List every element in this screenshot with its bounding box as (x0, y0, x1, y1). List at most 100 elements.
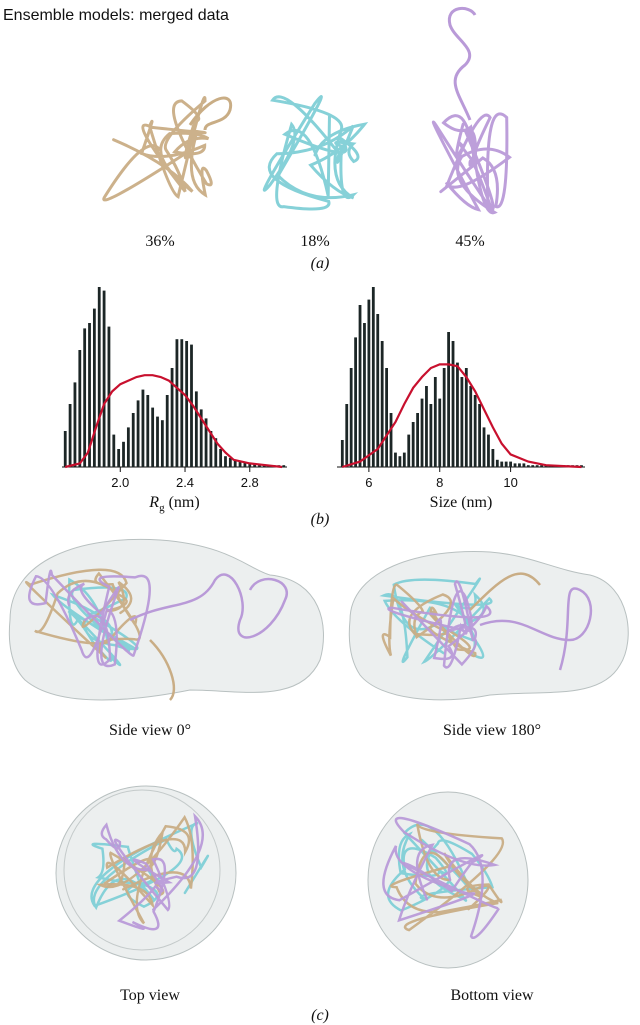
bar (131, 413, 135, 467)
bar (190, 344, 193, 467)
bar (83, 328, 87, 467)
bar (425, 386, 428, 467)
x-axis-label-part: (nm) (169, 494, 200, 511)
view-label: Bottom view (450, 987, 534, 1004)
bar (411, 422, 415, 467)
bar (513, 463, 517, 467)
x-axis-label-part: R (148, 494, 159, 511)
bar (473, 395, 477, 467)
x-tick-label: 8 (436, 475, 443, 490)
model-label: 18% (300, 233, 329, 250)
bar (407, 434, 411, 467)
bar (68, 404, 72, 467)
backbone (129, 573, 288, 639)
histogram: 2.0 2.4 2.8 Rg (nm) (62, 287, 287, 514)
bar (97, 287, 101, 467)
bar (126, 427, 130, 467)
bar (371, 287, 375, 467)
bar (204, 418, 208, 467)
bar (282, 465, 286, 467)
view-label: Side view 180° (443, 722, 541, 739)
bar (451, 341, 455, 467)
envelope (55, 785, 237, 961)
view-label: Side view 0° (109, 722, 191, 739)
bar (219, 449, 223, 467)
bar (146, 395, 150, 467)
x-axis-label: Rg (nm) (148, 494, 199, 514)
backbone (387, 580, 492, 669)
envelope (8, 538, 324, 701)
bar (385, 368, 388, 467)
x-axis-label: Size (nm) (430, 494, 493, 511)
bar (156, 416, 159, 467)
x-tick-label: 6 (365, 475, 372, 490)
panel-caption: (b) (311, 511, 330, 528)
backbone (28, 569, 151, 668)
bar (238, 461, 242, 467)
bar (442, 368, 446, 467)
bar (92, 308, 96, 467)
bar (349, 368, 353, 467)
bar (63, 431, 67, 467)
backbone (479, 587, 593, 671)
bar (165, 395, 169, 467)
bar (233, 459, 237, 467)
bar (464, 368, 468, 467)
backbone (447, 6, 477, 121)
x-axis-label-part: g (159, 502, 165, 514)
bar (438, 398, 442, 467)
bar (345, 404, 349, 467)
bar (376, 314, 380, 467)
bar (160, 420, 164, 467)
bar (194, 391, 198, 467)
bar (209, 431, 213, 467)
bar (447, 332, 450, 467)
backbone (382, 816, 501, 939)
view-label: Top view (120, 987, 180, 1004)
backbone (102, 96, 213, 202)
density-line (64, 374, 283, 469)
bar (416, 413, 419, 467)
bar (526, 465, 530, 467)
bar (535, 465, 539, 467)
bar (151, 407, 155, 467)
bar (522, 463, 526, 467)
density-line (341, 363, 582, 469)
bar (102, 290, 106, 467)
bar (491, 449, 495, 467)
envelope (348, 551, 629, 701)
panel-caption: (c) (311, 1007, 329, 1024)
backbone (469, 572, 541, 611)
bar (73, 382, 77, 467)
bar (214, 438, 218, 467)
bar (248, 463, 252, 467)
bar (180, 339, 184, 467)
backbone (90, 821, 210, 911)
bar (224, 456, 227, 467)
bar (363, 323, 366, 467)
bar (170, 368, 174, 467)
x-tick-label: 2.4 (176, 475, 194, 490)
bar (228, 458, 232, 467)
backbone (381, 583, 477, 658)
bar (175, 339, 179, 467)
bar (398, 456, 402, 467)
histogram: 6 8 10 Size (nm) (337, 287, 585, 511)
backbone (431, 112, 512, 215)
bar (478, 404, 481, 467)
bar (495, 459, 499, 467)
backbone (390, 823, 505, 932)
bar (380, 341, 384, 467)
bar (253, 463, 257, 467)
bar (482, 427, 486, 467)
bar (540, 465, 543, 467)
bar (402, 452, 406, 467)
backbone (262, 95, 369, 211)
bar (509, 461, 512, 467)
bar (487, 434, 490, 467)
backbone (188, 96, 233, 131)
bar (112, 434, 116, 467)
bar (429, 404, 433, 467)
bar (518, 463, 521, 467)
bar (460, 377, 464, 467)
